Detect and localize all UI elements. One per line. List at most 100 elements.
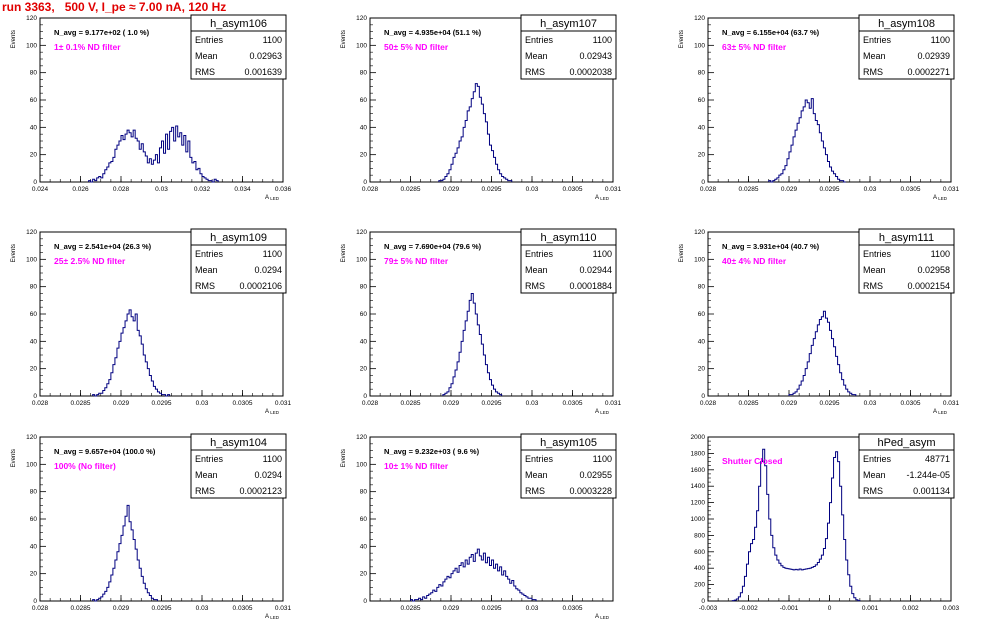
n-avg-label: N_avg = 2.541e+04 (26.3 %) [54,242,152,251]
x-axis-label: A LED [595,614,610,620]
filter-label: 63± 5% ND filter [722,42,787,52]
y-tick-label: 120 [356,15,367,22]
y-tick-label: 120 [26,434,37,441]
x-tick-label: -0.002 [739,605,758,612]
y-tick-label: 80 [30,284,38,291]
x-tick-label: 0.028 [700,400,717,407]
histogram-line [92,504,158,602]
stat-label: RMS [525,486,545,496]
stat-value: 0.0002038 [569,67,612,77]
x-axis-label-main: A [265,614,269,620]
y-tick-label: 120 [356,229,367,236]
x-tick-label: 0.0295 [152,400,172,407]
x-tick-label: 0.028 [32,605,49,612]
x-tick-label: 0.0285 [71,400,91,407]
x-axis-label-main: A [933,195,937,201]
x-tick-label: 0.002 [902,605,919,612]
n-avg-label: N_avg = 9.232e+03 ( 9.6 %) [384,447,480,456]
y-tick-label: 20 [30,571,38,578]
x-axis-label-main: A [265,409,269,415]
x-tick-label: 0.0305 [563,605,583,612]
x-axis-label-sub: LED [937,196,948,201]
y-tick-label: 120 [356,434,367,441]
y-tick-label: 0 [701,393,705,400]
histogram-name: h_asym109 [210,232,267,244]
histogram-line [92,309,171,397]
x-tick-label: 0.028 [700,186,717,193]
stat-value: 0.02963 [249,51,282,61]
histogram-name: hPed_asym [877,437,935,449]
filter-label: 50± 5% ND filter [384,42,449,52]
x-tick-label: 0.0285 [401,605,421,612]
stat-label: Entries [525,35,554,45]
x-axis-label: A LED [595,409,610,415]
stats-box [858,244,955,294]
stat-value: 1100 [593,454,612,464]
x-tick-label: 0.0305 [563,400,583,407]
y-axis-label: Events [11,449,17,467]
y-tick-label: 100 [26,256,37,263]
y-tick-label: 100 [694,42,705,49]
x-tick-label: 0.029 [443,605,460,612]
stats-box [190,244,287,294]
x-tick-label: 0.028 [32,400,49,407]
y-tick-label: 100 [356,42,367,49]
y-tick-label: 40 [360,543,368,550]
y-tick-label: 120 [26,15,37,22]
y-tick-label: 1200 [691,500,706,507]
histogram-line [788,310,857,396]
y-tick-label: 80 [360,284,368,291]
stat-value: 1100 [593,249,612,259]
y-tick-label: 0 [33,598,37,605]
histogram-name: h_asym107 [540,18,597,30]
stats-box [520,244,617,294]
y-tick-label: 100 [356,461,367,468]
x-tick-label: 0 [828,605,832,612]
stat-value: 0.0002123 [239,486,282,496]
y-tick-label: 60 [30,516,38,523]
filter-label: 40± 4% ND filter [722,256,787,266]
stat-label: RMS [195,67,215,77]
histogram-name: h_asym111 [879,232,934,244]
stats-box [190,30,287,80]
y-tick-label: 40 [360,124,368,131]
stat-value: 0.001639 [244,67,282,77]
stat-value: 0.02943 [579,51,612,61]
x-tick-label: -0.003 [699,605,718,612]
stat-value: -1.244e-05 [906,470,950,480]
histogram-panel: 0 20 40 60 80 100 120 0.024 0.026 0.028 0.03 0.032 0… [11,14,292,201]
x-tick-label: 0.0305 [901,400,921,407]
stat-label: Entries [863,249,892,259]
y-tick-label: 20 [360,366,368,373]
x-tick-label: 0.031 [605,186,622,193]
x-tick-label: 0.0295 [482,605,502,612]
y-tick-label: 0 [363,393,367,400]
histogram-line [88,125,219,183]
y-tick-label: 60 [360,97,368,104]
y-axis-label: Events [11,244,17,262]
n-avg-label: N_avg = 3.931e+04 (40.7 %) [722,242,820,251]
stat-label: RMS [863,281,883,291]
x-axis-label-sub: LED [937,410,948,415]
stat-label: Entries [863,35,892,45]
histogram-panel: 0 20 40 60 80 100 120 0.028 0.0285 0.029 0.0295 0.0… [11,433,292,620]
y-tick-label: 1600 [691,467,706,474]
stat-label: Entries [195,249,224,259]
y-tick-label: 1000 [691,516,706,523]
stat-label: Mean [195,470,218,480]
y-tick-label: 80 [360,70,368,77]
x-tick-label: 0.0285 [401,186,421,193]
y-tick-label: 0 [363,598,367,605]
y-tick-label: 120 [694,15,705,22]
stat-label: Mean [525,51,548,61]
x-tick-label: 0.031 [943,186,960,193]
y-tick-label: 120 [694,229,705,236]
y-tick-label: 40 [698,124,706,131]
x-tick-label: 0.026 [72,186,89,193]
histogram-line [410,548,537,602]
stat-value: 48771 [925,454,950,464]
x-axis-label-main: A [595,409,599,415]
histogram-panel: 0 20 40 60 80 100 120 0.0285 0.029 0.0295 0.03 0.03… [341,433,617,620]
histogram-name: h_asym105 [540,437,597,449]
x-axis-label: A LED [595,195,610,201]
